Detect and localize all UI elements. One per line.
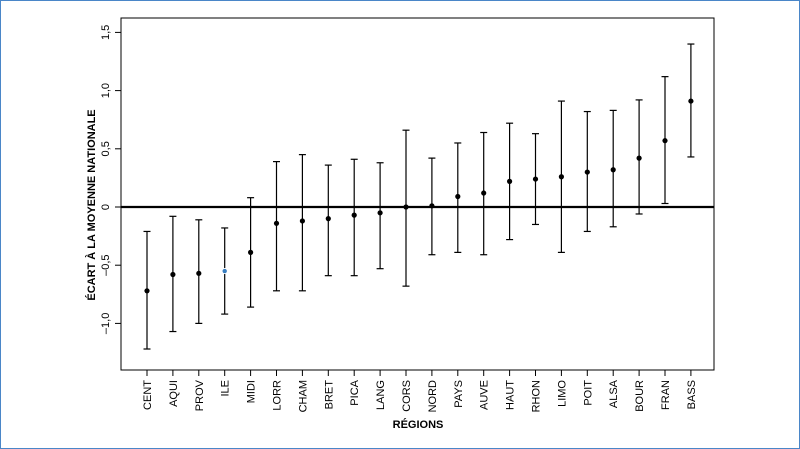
point-pays	[455, 193, 461, 200]
point-lang	[377, 210, 383, 216]
point-cent	[144, 288, 150, 294]
x-tick-label-pays: PAYS	[453, 380, 465, 408]
point-bour	[636, 155, 642, 161]
x-tick-label-limo: LIMO	[556, 380, 568, 407]
point-limo	[558, 174, 565, 180]
x-tick-label-bour: BOUR	[634, 380, 646, 412]
point-pica	[351, 212, 357, 218]
x-tick-label-cors: CORS	[401, 380, 413, 412]
point-fran	[662, 138, 668, 144]
x-tick-label-auve: AUVE	[479, 380, 491, 410]
point-ile	[222, 268, 227, 274]
x-tick-label-fran: FRAN	[660, 380, 672, 410]
point-alsa	[610, 167, 616, 173]
x-tick-label-bass: BASS	[686, 380, 698, 409]
point-rhon	[532, 176, 539, 182]
x-tick-label-lorr: LORR	[272, 380, 284, 411]
x-tick-label-haut: HAUT	[505, 380, 517, 410]
point-midi	[248, 249, 254, 255]
y-tick-label: 0,5	[100, 141, 112, 156]
y-tick-label: 0	[100, 204, 112, 210]
x-tick-label-poit: POIT	[582, 380, 594, 406]
point-haut	[507, 178, 513, 184]
point-aqui	[170, 271, 176, 278]
x-axis-title: RÉGIONS	[393, 418, 444, 431]
x-tick-label-midi: MIDI	[246, 380, 258, 403]
x-tick-label-cent: CENT	[142, 380, 154, 410]
point-cors	[403, 204, 409, 210]
x-tick-label-pica: PICA	[349, 379, 361, 405]
point-bret	[325, 216, 331, 222]
point-prov	[196, 270, 202, 276]
y-axis-title: ÉCART À LA MOYENNE NATIONALE	[85, 109, 98, 300]
point-poit	[584, 169, 590, 175]
point-auve	[481, 190, 487, 196]
y-tick-label: 1,5	[100, 25, 112, 40]
x-tick-label-lang: LANG	[375, 380, 387, 410]
point-lorr	[273, 220, 280, 226]
x-tick-label-rhon: RHON	[531, 380, 543, 412]
y-tick-label: –1,0	[100, 313, 112, 334]
x-tick-label-nord: NORD	[427, 380, 439, 412]
x-tick-label-cham: CHAM	[297, 380, 309, 412]
data-marks	[143, 43, 695, 350]
x-axis: CENT AQUI PROV ILE MIDI LORR CHAM BRET PICA LANG C…	[142, 370, 698, 412]
y-tick-label: –0,5	[100, 254, 112, 275]
x-tick-label-prov: PROV	[194, 379, 206, 411]
point-bass	[688, 98, 694, 104]
x-tick-label-aqui: AQUI	[168, 380, 180, 407]
point-nord	[429, 203, 435, 209]
y-axis: –1,0 –0,5 0 0,5 1,0 1,5	[100, 25, 121, 334]
x-tick-label-alsa: ALSA	[608, 379, 620, 408]
plot-area	[120, 17, 715, 371]
point-cham	[299, 218, 305, 224]
x-tick-label-ile: ILE	[220, 380, 232, 397]
x-tick-label-bret: BRET	[323, 380, 335, 410]
y-tick-label: 1,0	[100, 83, 112, 98]
